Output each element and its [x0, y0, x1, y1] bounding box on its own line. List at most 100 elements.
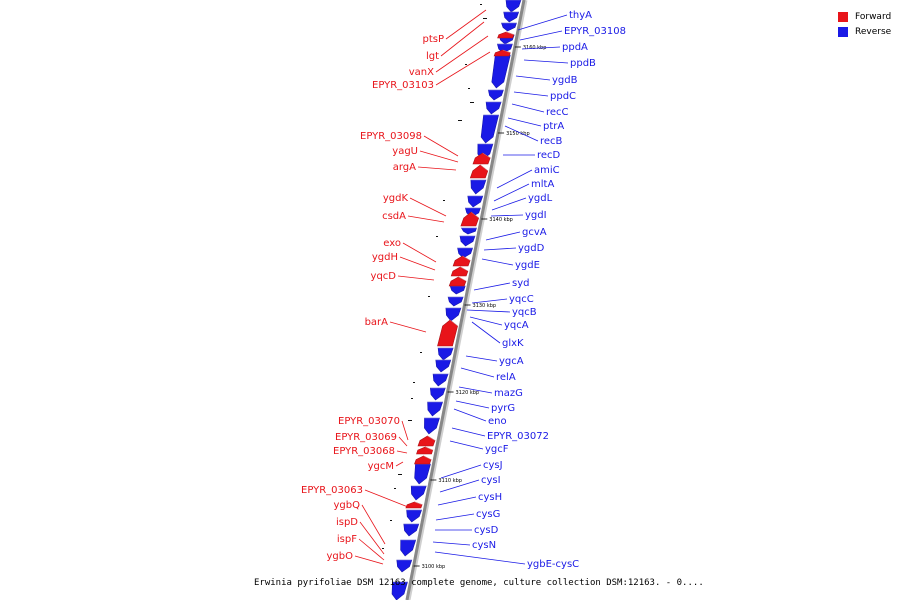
forward-leader-line — [398, 436, 408, 447]
reverse-gene-label: cysN — [472, 540, 496, 551]
reverse-leader-line — [490, 214, 524, 217]
forward-gene-label: ygbQ — [334, 500, 361, 511]
feature-marker — [443, 200, 445, 201]
reverse-gene-label: EPYR_03108 — [564, 26, 626, 37]
forward-leader-line — [361, 504, 386, 545]
reverse-leader-line — [515, 75, 551, 81]
forward-gene-block — [414, 455, 432, 465]
reverse-leader-line — [440, 464, 482, 479]
reverse-gene-label: mltA — [531, 179, 554, 190]
feature-marker — [458, 120, 462, 121]
reverse-gene-label: glxK — [502, 338, 524, 349]
tick-label: 3110 kbp — [438, 478, 462, 484]
forward-gene-block — [460, 211, 480, 227]
forward-leader-line — [354, 555, 384, 565]
reverse-gene-block — [429, 387, 446, 401]
forward-gene-label: ygcM — [368, 461, 394, 472]
forward-gene-label: yagU — [392, 146, 418, 157]
reverse-gene-block — [480, 114, 499, 144]
reverse-gene-block — [396, 559, 413, 573]
reverse-gene-label: ygdE — [515, 260, 540, 271]
reverse-leader-line — [439, 479, 480, 493]
reverse-leader-line — [513, 91, 549, 97]
forward-gene-label: EPYR_03063 — [301, 485, 363, 496]
reverse-gene-label: ygdI — [525, 210, 547, 221]
reverse-leader-line — [453, 408, 487, 422]
forward-gene-block — [448, 276, 467, 287]
reverse-gene-block — [424, 417, 440, 435]
reverse-gene-label: cysI — [481, 475, 501, 486]
reverse-leader-line — [437, 496, 477, 506]
reverse-gene-label: yqcA — [504, 320, 529, 331]
reverse-leader-line — [523, 59, 569, 64]
reverse-leader-line — [458, 386, 493, 394]
genome-backbone — [405, 0, 526, 600]
forward-gene-block — [437, 319, 458, 347]
forward-leader-line — [435, 35, 489, 73]
reverse-gene-block — [427, 401, 444, 417]
reverse-leader-line — [435, 513, 475, 521]
forward-leader-line — [364, 489, 409, 508]
forward-gene-block — [417, 435, 436, 447]
tick-label: 3130 kbp — [473, 303, 497, 309]
reverse-gene-label: eno — [488, 416, 507, 427]
legend-item-reverse: Reverse — [838, 24, 891, 39]
forward-leader-line — [435, 51, 491, 86]
reverse-gene-label: amiC — [534, 165, 560, 176]
forward-gene-block — [493, 49, 511, 57]
reverse-gene-label: ygdD — [518, 243, 545, 254]
forward-leader-line — [419, 150, 459, 163]
reverse-gene-label: pyrG — [491, 403, 515, 414]
reverse-gene-label: cysJ — [483, 460, 503, 471]
reverse-gene-label: yqcC — [509, 294, 534, 305]
feature-marker — [483, 18, 487, 19]
genome-caption: Erwinia pyrifoliae DSM 12163 complete ge… — [254, 578, 704, 588]
reverse-gene-block — [449, 285, 466, 295]
reverse-leader-line — [434, 551, 526, 565]
feature-marker — [468, 88, 470, 89]
reverse-gene-block — [432, 373, 449, 387]
reverse-leader-line — [469, 316, 503, 326]
forward-gene-label: lgt — [426, 51, 439, 62]
forward-gene-label: EPYR_03069 — [335, 432, 397, 443]
feature-marker — [465, 64, 467, 65]
forward-leader-line — [395, 461, 404, 467]
forward-leader-line — [401, 420, 409, 441]
forward-gene-label: EPYR_03068 — [333, 446, 395, 457]
reverse-leader-line — [519, 30, 563, 41]
forward-gene-label: barA — [365, 317, 389, 328]
forward-gene-block — [472, 152, 491, 165]
reverse-gene-label: ppdC — [550, 91, 576, 102]
feature-marker — [390, 520, 392, 521]
reverse-gene-block — [501, 22, 517, 32]
forward-gene-label: csdA — [382, 211, 406, 222]
forward-gene-block — [450, 266, 469, 277]
reverse-leader-line — [483, 247, 517, 251]
forward-leader-line — [402, 242, 437, 263]
feature-marker — [480, 4, 482, 5]
reverse-gene-block — [391, 581, 408, 600]
reverse-gene-label: relA — [496, 372, 516, 383]
forward-leader-line — [440, 21, 485, 57]
reverse-leader-line — [485, 231, 521, 241]
reverse-gene-label: syd — [512, 278, 529, 289]
forward-gene-label: ygbO — [327, 551, 354, 562]
reverse-leader-line — [460, 367, 495, 378]
reverse-leader-line — [521, 46, 561, 50]
forward-gene-label: exo — [383, 238, 401, 249]
reverse-gene-label: cysD — [474, 525, 499, 536]
feature-marker — [382, 548, 384, 549]
reverse-gene-block — [457, 247, 474, 259]
reverse-leader-line — [473, 282, 511, 291]
reverse-gene-label: ygcF — [485, 444, 509, 455]
forward-leader-line — [407, 215, 445, 223]
reverse-leader-line — [507, 117, 542, 127]
forward-leader-line — [396, 450, 408, 454]
forward-gene-label: yqcD — [371, 271, 397, 282]
reverse-gene-block — [459, 235, 476, 247]
tick-label: 3120 kbp — [456, 390, 480, 396]
reverse-leader-line — [481, 258, 514, 266]
reverse-leader-line — [471, 321, 501, 344]
forward-gene-label: EPYR_03098 — [360, 131, 422, 142]
